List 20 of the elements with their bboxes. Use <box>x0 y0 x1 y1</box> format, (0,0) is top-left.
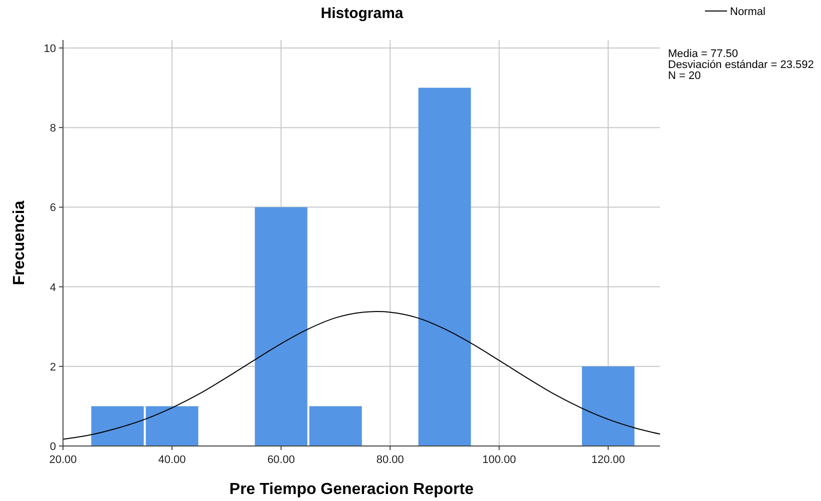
legend-label: Normal <box>730 6 766 18</box>
y-tick-label: 8 <box>50 122 56 135</box>
y-tick-label: 4 <box>50 282 56 294</box>
x-tick-label: 80.00 <box>376 454 404 466</box>
text: N = 20 <box>668 70 701 82</box>
x-tick-label: 120.00 <box>591 454 626 466</box>
x-tick-label: 100.00 <box>482 454 516 466</box>
text: Media = 77.50 <box>668 48 738 60</box>
y-tick-label: 10 <box>44 42 56 55</box>
chart-title: Histograma <box>320 5 404 22</box>
line-series <box>62 310 660 440</box>
x-axis-title: Pre Tiempo Generacion Reporte <box>229 481 474 498</box>
x-tick-label: 20.00 <box>49 454 77 466</box>
text: Desviación estándar = 23.592 <box>668 59 814 71</box>
y-axis-title: Frecuencia <box>11 200 28 286</box>
y-tick-label: 6 <box>50 202 56 214</box>
x-tick-label: 60.00 <box>267 454 295 466</box>
x-tick-label: 40.00 <box>158 454 186 466</box>
y-tick-label: 0 <box>50 441 56 453</box>
y-tick-label: 2 <box>50 361 56 374</box>
